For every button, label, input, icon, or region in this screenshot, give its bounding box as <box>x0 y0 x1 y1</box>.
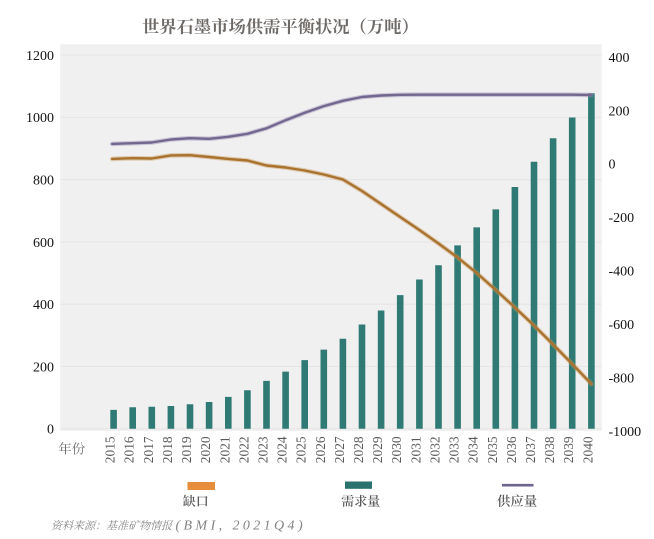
svg-text:2030: 2030 <box>389 436 404 463</box>
svg-text:0: 0 <box>47 423 54 438</box>
svg-text:2032: 2032 <box>428 436 443 463</box>
svg-text:2034: 2034 <box>466 436 481 463</box>
svg-text:1200: 1200 <box>26 49 54 64</box>
svg-text:2036: 2036 <box>504 436 519 463</box>
svg-text:-1000: -1000 <box>609 425 642 440</box>
svg-text:-400: -400 <box>609 265 635 280</box>
svg-text:2027: 2027 <box>332 436 347 463</box>
svg-text:200: 200 <box>609 104 630 119</box>
svg-text:2037: 2037 <box>523 436 538 463</box>
svg-text:2025: 2025 <box>294 436 309 463</box>
svg-text:2020: 2020 <box>198 436 213 463</box>
svg-text:2028: 2028 <box>351 436 366 463</box>
svg-text:-800: -800 <box>609 371 635 386</box>
svg-text:2023: 2023 <box>256 436 271 463</box>
svg-text:400: 400 <box>609 51 630 66</box>
svg-text:2019: 2019 <box>179 436 194 463</box>
svg-text:2031: 2031 <box>408 436 423 463</box>
svg-text:400: 400 <box>33 298 54 313</box>
svg-text:1000: 1000 <box>26 111 54 126</box>
svg-text:(BMI, 2021Q4): (BMI, 2021Q4) <box>176 518 307 533</box>
svg-text:2033: 2033 <box>447 436 462 463</box>
svg-text:2040: 2040 <box>580 436 595 463</box>
svg-text:-600: -600 <box>609 318 635 333</box>
svg-text:800: 800 <box>33 174 54 189</box>
svg-text:200: 200 <box>33 360 54 375</box>
svg-text:2024: 2024 <box>275 436 290 463</box>
svg-text:2035: 2035 <box>485 436 500 463</box>
svg-text:2029: 2029 <box>370 436 385 463</box>
svg-text:2026: 2026 <box>313 436 328 463</box>
svg-text:-200: -200 <box>609 211 635 226</box>
svg-text:2022: 2022 <box>236 436 251 463</box>
svg-text:2015: 2015 <box>103 436 118 463</box>
svg-text:2021: 2021 <box>217 436 232 463</box>
svg-text:2039: 2039 <box>561 436 576 463</box>
svg-text:0: 0 <box>609 158 616 173</box>
svg-text:2038: 2038 <box>542 436 557 463</box>
svg-text:2016: 2016 <box>122 436 137 463</box>
svg-text:600: 600 <box>33 236 54 251</box>
svg-text:2017: 2017 <box>141 436 156 463</box>
svg-text:2018: 2018 <box>160 436 175 463</box>
